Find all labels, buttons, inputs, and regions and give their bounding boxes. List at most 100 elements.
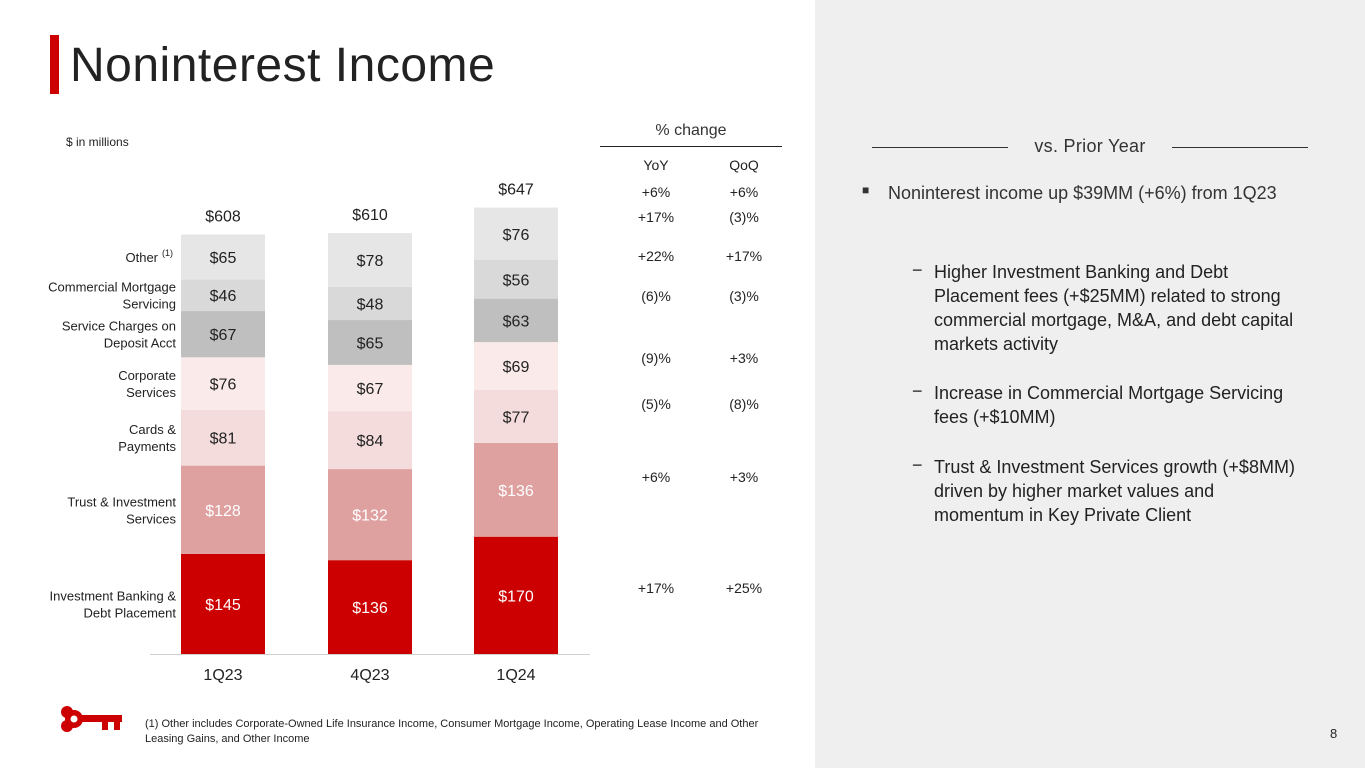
data-label: $48	[357, 296, 384, 313]
series-label: Debt Placement	[84, 605, 177, 620]
qoq-value: (8)%	[729, 396, 759, 413]
data-label: $67	[357, 381, 384, 398]
bar-segment	[328, 560, 412, 654]
main-bullet: Noninterest income up $39MM (+6%) from 1…	[888, 183, 1277, 203]
pct-change-divider	[600, 146, 782, 147]
series-label: Trust & Investment	[67, 494, 176, 509]
series-label: Commercial Mortgage	[48, 280, 176, 295]
total-label: $608	[205, 208, 241, 225]
qoq-value: +3%	[729, 349, 759, 366]
yoy-value: (9)%	[641, 349, 671, 366]
data-label: $46	[210, 288, 237, 305]
commentary-panel	[815, 0, 1365, 768]
sub-bullet-1: Higher Investment Banking and Debt Place…	[934, 262, 1294, 354]
x-tick-label: 4Q23	[350, 667, 389, 684]
sub-bullet-dash: −	[912, 260, 923, 280]
data-label: $145	[205, 597, 241, 614]
commentary-heading: vs. Prior Year	[1034, 136, 1146, 156]
data-label: $65	[210, 250, 237, 267]
series-label: Other	[125, 250, 158, 265]
bar-segment	[328, 233, 412, 287]
page-number: 8	[1330, 726, 1338, 741]
data-label: $78	[357, 253, 384, 270]
page-title: Noninterest Income	[70, 39, 496, 92]
data-label: $76	[210, 377, 237, 394]
data-label: $69	[503, 359, 530, 376]
data-label: $56	[503, 272, 530, 289]
series-label: Corporate	[118, 368, 176, 383]
qoq-value: (3)%	[729, 288, 759, 305]
bar-segment	[328, 364, 412, 412]
bar-segment	[328, 286, 412, 321]
qoq-value: +17%	[725, 248, 763, 265]
data-label: $170	[498, 588, 534, 605]
yoy-value: (5)%	[641, 396, 671, 413]
qoq-total-value: +6%	[729, 184, 759, 200]
bullet-marker: ■	[862, 183, 870, 197]
series-label: Deposit Acct	[104, 336, 177, 351]
series-label-superscript: (1)	[162, 248, 173, 258]
bar-segment	[328, 320, 412, 365]
yoy-total-value: +6%	[641, 184, 671, 200]
total-label: $610	[352, 207, 388, 224]
series-label: Service Charges on	[62, 319, 176, 334]
bar-segment	[181, 409, 265, 466]
series-label: Services	[126, 385, 176, 400]
heading-rule-left	[872, 147, 1008, 148]
x-tick-label: 1Q23	[203, 667, 242, 684]
x-tick-label: 1Q24	[496, 667, 535, 684]
bar-segment	[181, 311, 265, 358]
title-accent-bar	[50, 35, 59, 94]
yoy-value: +17%	[637, 208, 675, 225]
bar-segment	[474, 298, 558, 343]
data-label: $65	[357, 335, 384, 352]
pct-change-heading: % change	[655, 122, 727, 139]
sub-bullet-dash: −	[912, 455, 923, 475]
bar-segment	[181, 279, 265, 312]
sub-bullet-3: Trust & Investment Services growth (+$8M…	[934, 457, 1295, 525]
bar-segment	[474, 389, 558, 443]
qoq-value: +3%	[729, 468, 759, 485]
data-label: $81	[210, 431, 237, 448]
sub-bullet-2: Increase in Commercial Mortgage Servicin…	[934, 383, 1284, 427]
bar-segment	[181, 234, 265, 280]
key-logo-icon	[61, 706, 122, 732]
qoq-header: QoQ	[729, 157, 759, 173]
qoq-value: (3)%	[729, 208, 759, 225]
bar-segment	[328, 469, 412, 561]
yoy-value: +6%	[641, 468, 671, 485]
data-label: $136	[352, 600, 388, 617]
data-label: $67	[210, 327, 237, 344]
total-label: $647	[498, 182, 534, 199]
data-label: $136	[498, 483, 534, 500]
bar-segment	[474, 442, 558, 537]
sub-bullet-dash: −	[912, 381, 923, 401]
series-label: Payments	[118, 439, 176, 454]
data-label: $77	[503, 409, 530, 426]
series-label: Servicing	[123, 297, 176, 312]
stacked-bar-chart: $145 $128 $81 $76 $67 $46 $65 $608 1Q23 $136 $132 $…	[48, 182, 590, 684]
bar-segment	[474, 342, 558, 390]
bar-segment	[181, 465, 265, 554]
yoy-header: YoY	[643, 157, 669, 173]
data-label: $128	[205, 503, 241, 520]
heading-rule-right	[1172, 147, 1308, 148]
footnote: (1) Other includes Corporate-Owned Life …	[145, 718, 759, 745]
bar-segment	[181, 357, 265, 410]
series-label: Cards &	[129, 422, 176, 437]
data-label: $132	[352, 508, 388, 525]
series-label: Investment Banking &	[50, 588, 177, 603]
data-label: $84	[357, 433, 384, 450]
data-label: $63	[503, 313, 530, 330]
data-label: $76	[503, 227, 530, 244]
bar-segment	[328, 411, 412, 470]
yoy-value: +22%	[637, 248, 675, 265]
units-note: $ in millions	[66, 135, 129, 149]
series-label: Services	[126, 511, 176, 526]
yoy-value: +17%	[637, 580, 675, 597]
bar-segment	[181, 553, 265, 654]
bar-segment	[474, 207, 558, 261]
qoq-value: +25%	[725, 580, 763, 597]
yoy-value: (6)%	[641, 288, 671, 305]
bar-segment	[474, 260, 558, 299]
